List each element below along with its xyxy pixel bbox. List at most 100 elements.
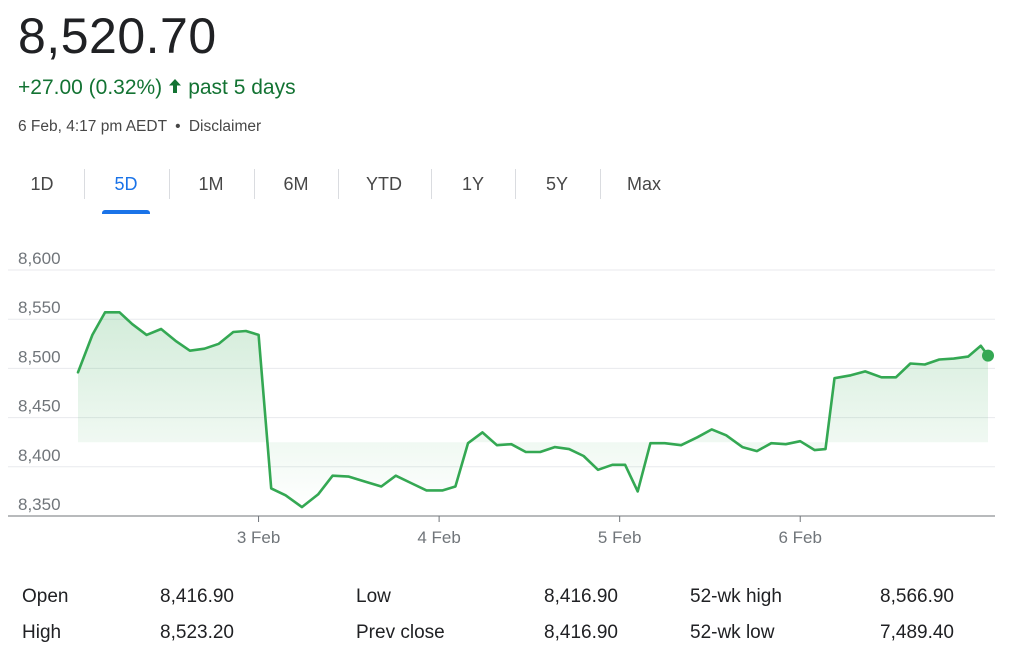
data-point bbox=[525, 451, 527, 453]
data-point bbox=[91, 334, 93, 336]
data-point bbox=[425, 489, 427, 491]
stat-label-open: Open bbox=[22, 586, 69, 607]
stat-value-52wk-low: 7,489.40 bbox=[880, 622, 954, 643]
data-point bbox=[454, 485, 456, 487]
data-point bbox=[301, 506, 303, 508]
data-point bbox=[104, 311, 106, 313]
tab-1d[interactable]: 1D bbox=[30, 174, 54, 194]
data-point bbox=[649, 442, 651, 444]
y-tick-label: 8,550 bbox=[18, 298, 61, 317]
data-point bbox=[258, 334, 260, 336]
disclaimer-link[interactable]: Disclaimer bbox=[188, 118, 262, 135]
data-point bbox=[285, 494, 287, 496]
stat-label-52wk-high: 52-wk high bbox=[690, 586, 782, 607]
data-point bbox=[568, 448, 570, 450]
data-point bbox=[680, 444, 682, 446]
data-point bbox=[245, 330, 247, 332]
data-point bbox=[770, 442, 772, 444]
data-point bbox=[146, 334, 148, 336]
x-tick-label: 3 Feb bbox=[237, 528, 280, 547]
tab-divider bbox=[84, 169, 85, 199]
data-point bbox=[496, 444, 498, 446]
stat-label-low: Low bbox=[356, 586, 391, 607]
y-tick-label: 8,400 bbox=[18, 446, 61, 465]
tab-ytd[interactable]: YTD bbox=[366, 174, 402, 194]
range-tabs: 1D 5D 1M 6M YTD 1Y 5Y Max bbox=[0, 160, 700, 214]
x-axis-labels: 3 Feb 4 Feb 5 Feb 6 Feb bbox=[237, 516, 822, 547]
data-point bbox=[232, 331, 234, 333]
data-point bbox=[411, 483, 413, 485]
y-tick-label: 8,450 bbox=[18, 397, 61, 416]
timestamp: 6 Feb, 4:17 pm AEDT bbox=[18, 118, 167, 135]
current-price: 8,520.70 bbox=[18, 8, 217, 64]
tab-divider bbox=[169, 169, 170, 199]
data-point bbox=[664, 442, 666, 444]
data-point bbox=[696, 436, 698, 438]
data-point bbox=[624, 464, 626, 466]
data-point bbox=[539, 451, 541, 453]
data-point bbox=[611, 464, 613, 466]
price-chart[interactable]: 8,600 8,550 8,500 8,450 8,400 8,350 3 Feb 4 Fe… bbox=[0, 240, 1017, 560]
x-tick-label: 5 Feb bbox=[598, 528, 641, 547]
data-point bbox=[741, 446, 743, 448]
data-point bbox=[880, 376, 882, 378]
data-point bbox=[711, 428, 713, 430]
current-price-dot bbox=[982, 349, 994, 362]
tab-divider bbox=[254, 169, 255, 199]
change-value: +27.00 (0.32%) bbox=[18, 76, 163, 99]
data-point bbox=[467, 442, 469, 444]
data-point bbox=[317, 493, 319, 495]
price-meta: 6 Feb, 4:17 pm AEDT • Disclaimer bbox=[18, 117, 261, 137]
tab-1y[interactable]: 1Y bbox=[461, 174, 485, 194]
stat-label-high: High bbox=[22, 622, 62, 643]
x-tick-label: 6 Feb bbox=[778, 528, 821, 547]
data-point bbox=[481, 431, 483, 433]
stat-value-low: 8,416.90 bbox=[544, 586, 618, 607]
data-point bbox=[364, 481, 366, 483]
x-tick-label: 4 Feb bbox=[417, 528, 460, 547]
data-point bbox=[967, 356, 969, 358]
stat-label-prev-close: Prev close bbox=[356, 622, 445, 643]
data-point bbox=[203, 348, 205, 350]
data-point bbox=[554, 446, 556, 448]
price-change: +27.00 (0.32%) past 5 days bbox=[18, 74, 296, 102]
y-tick-label: 8,350 bbox=[18, 495, 61, 514]
y-tick-label: 8,500 bbox=[18, 347, 61, 366]
tab-5y[interactable]: 5Y bbox=[545, 174, 569, 194]
price-area-fill bbox=[78, 312, 988, 508]
data-point bbox=[131, 323, 133, 325]
data-point bbox=[725, 434, 727, 436]
data-point bbox=[850, 374, 852, 376]
data-point bbox=[218, 343, 220, 345]
data-point bbox=[189, 350, 191, 352]
data-point bbox=[814, 449, 816, 451]
data-point bbox=[119, 311, 121, 313]
data-point bbox=[348, 476, 350, 478]
tab-max[interactable]: Max bbox=[626, 174, 661, 194]
data-point bbox=[395, 475, 397, 477]
data-point bbox=[510, 443, 512, 445]
stat-value-52wk-high: 8,566.90 bbox=[880, 586, 954, 607]
data-point bbox=[980, 345, 982, 347]
data-point bbox=[825, 448, 826, 450]
data-point bbox=[583, 455, 585, 457]
tab-divider bbox=[515, 169, 516, 199]
arrow-up-icon bbox=[168, 74, 182, 102]
data-point bbox=[924, 363, 926, 365]
stat-label-52wk-low: 52-wk low bbox=[690, 622, 775, 643]
data-point bbox=[785, 443, 787, 445]
data-point bbox=[909, 362, 911, 364]
meta-separator: • bbox=[175, 118, 181, 135]
data-point bbox=[380, 485, 382, 487]
y-tick-label: 8,600 bbox=[18, 249, 61, 268]
data-point bbox=[895, 376, 897, 378]
stat-value-high: 8,523.20 bbox=[160, 622, 234, 643]
change-period: past 5 days bbox=[188, 76, 296, 99]
tab-5d[interactable]: 5D bbox=[98, 160, 154, 214]
data-point bbox=[332, 475, 334, 477]
tab-divider bbox=[600, 169, 601, 199]
data-point bbox=[597, 469, 599, 471]
tab-6m[interactable]: 6M bbox=[283, 174, 309, 194]
tab-1m[interactable]: 1M bbox=[198, 174, 224, 194]
data-point bbox=[77, 371, 79, 373]
